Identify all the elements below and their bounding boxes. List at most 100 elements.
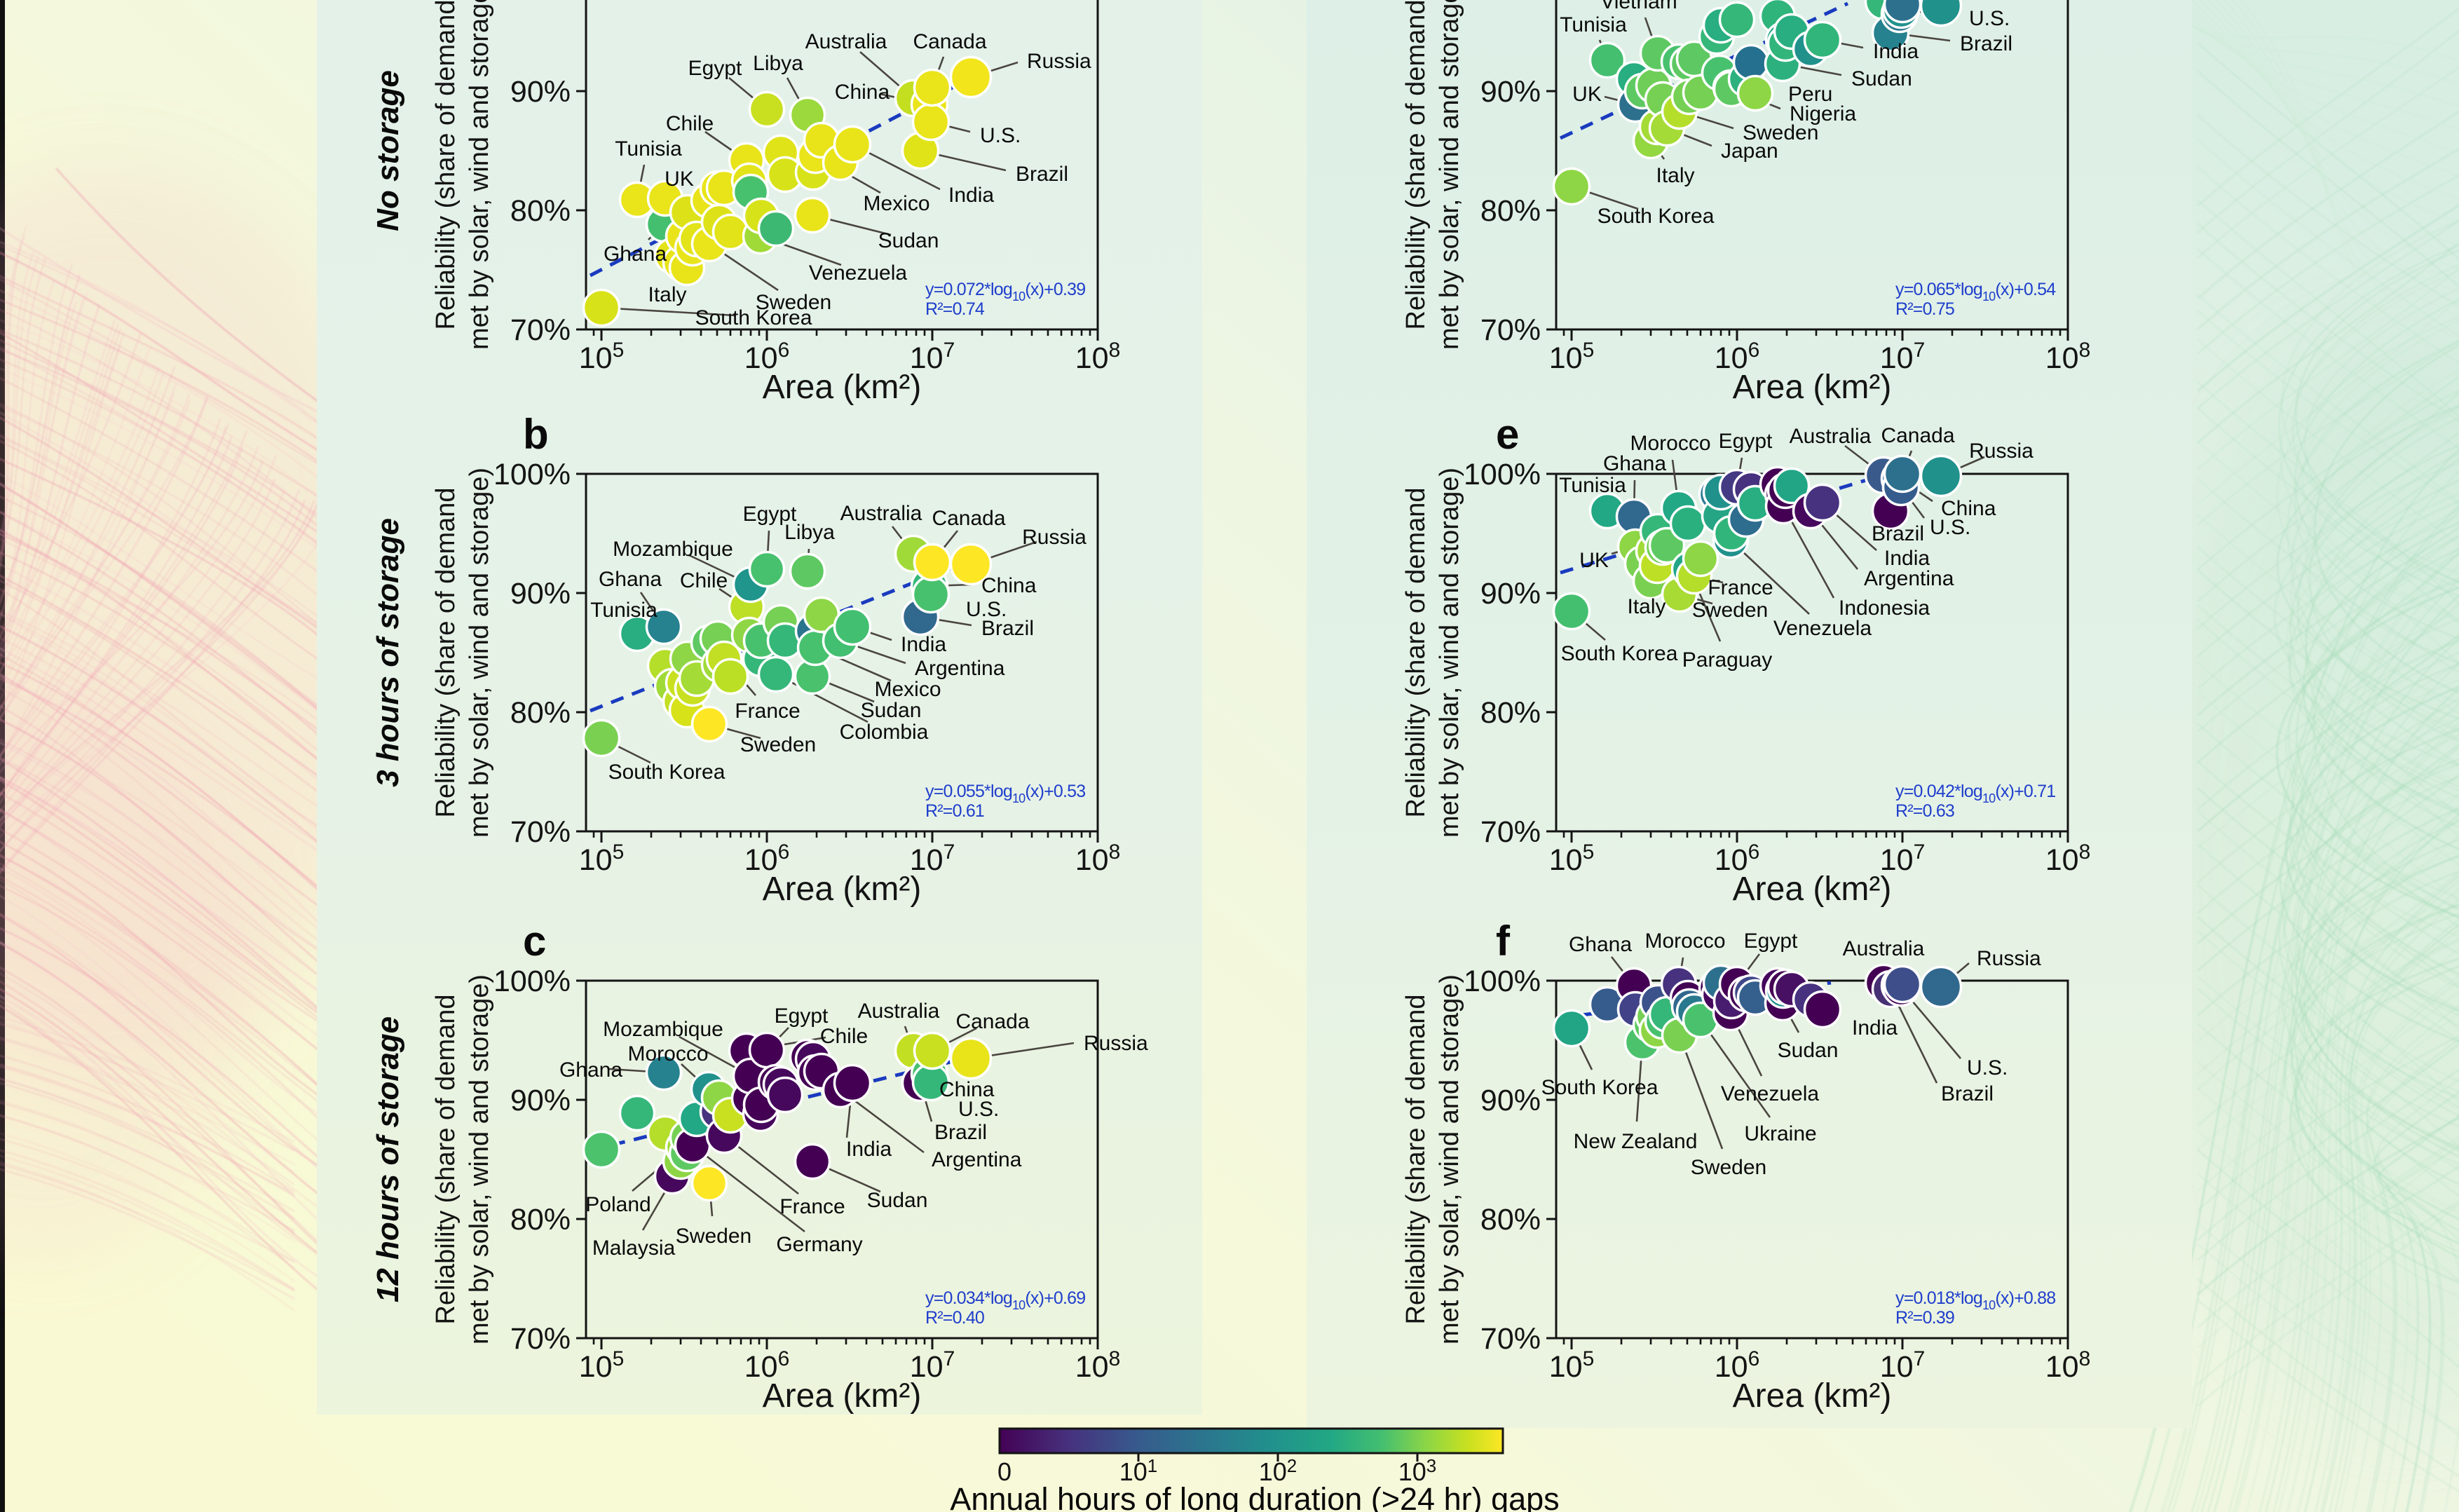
svg-text:Egypt: Egypt xyxy=(775,1004,829,1028)
svg-text:met by solar, wind and storage: met by solar, wind and storage) xyxy=(1435,0,1464,350)
svg-text:U.S.: U.S. xyxy=(958,1098,999,1121)
svg-text:No storage: No storage xyxy=(371,70,405,231)
svg-text:Argentina: Argentina xyxy=(932,1148,1022,1171)
svg-text:100%: 100% xyxy=(493,458,571,491)
svg-text:India: India xyxy=(1873,40,1919,63)
svg-text:Reliability (share of demand: Reliability (share of demand xyxy=(431,0,461,330)
svg-text:South Korea: South Korea xyxy=(1561,642,1678,665)
svg-text:Mexico: Mexico xyxy=(863,192,929,215)
svg-text:R²=0.40: R²=0.40 xyxy=(925,1308,984,1328)
svg-text:South Korea: South Korea xyxy=(608,761,726,784)
svg-text:Tunisia: Tunisia xyxy=(590,599,658,622)
svg-text:India: India xyxy=(901,633,946,656)
svg-text:Malaysia: Malaysia xyxy=(592,1237,676,1260)
svg-text:New Zealand: New Zealand xyxy=(1574,1130,1698,1153)
svg-text:China: China xyxy=(981,574,1037,597)
svg-text:Venezuela: Venezuela xyxy=(809,261,907,285)
svg-text:Vietnam: Vietnam xyxy=(1600,0,1677,13)
svg-text:India: India xyxy=(846,1138,892,1161)
svg-text:90%: 90% xyxy=(1480,1084,1541,1117)
svg-text:China: China xyxy=(1941,497,1996,520)
svg-text:Brazil: Brazil xyxy=(1016,163,1068,186)
svg-text:c: c xyxy=(523,918,546,965)
svg-text:Annual hours of long duration: Annual hours of long duration (>24 hr) g… xyxy=(950,1481,1559,1512)
svg-text:Australia: Australia xyxy=(840,502,922,525)
svg-text:Chile: Chile xyxy=(666,112,714,135)
svg-text:f: f xyxy=(1496,918,1511,965)
svg-text:U.S.: U.S. xyxy=(1967,1056,2008,1079)
svg-text:Sweden: Sweden xyxy=(740,733,816,756)
svg-text:80%: 80% xyxy=(510,696,571,730)
svg-text:Colombia: Colombia xyxy=(840,721,929,744)
svg-text:Italy: Italy xyxy=(1627,595,1666,618)
svg-text:Australia: Australia xyxy=(805,30,887,53)
svg-text:Paraguay: Paraguay xyxy=(1682,648,1772,672)
svg-text:Canada: Canada xyxy=(932,507,1005,530)
svg-text:Mozambique: Mozambique xyxy=(613,538,733,561)
svg-text:Sweden: Sweden xyxy=(676,1225,751,1248)
svg-text:70%: 70% xyxy=(510,815,571,849)
svg-text:Australia: Australia xyxy=(1790,425,1872,448)
svg-text:70%: 70% xyxy=(1480,1322,1541,1356)
svg-text:12 hours of storage: 12 hours of storage xyxy=(371,1016,405,1302)
svg-text:80%: 80% xyxy=(1480,696,1541,730)
svg-text:Sudan: Sudan xyxy=(861,699,922,722)
svg-text:R²=0.61: R²=0.61 xyxy=(925,801,984,821)
svg-text:80%: 80% xyxy=(510,194,571,228)
svg-text:Brazil: Brazil xyxy=(934,1121,987,1144)
svg-text:met by solar, wind and storage: met by solar, wind and storage) xyxy=(1435,468,1464,838)
svg-text:80%: 80% xyxy=(510,1203,571,1237)
svg-text:Italy: Italy xyxy=(1656,164,1694,187)
svg-text:Japan: Japan xyxy=(1721,139,1778,163)
svg-text:Ghana: Ghana xyxy=(604,243,667,266)
svg-text:70%: 70% xyxy=(510,1322,571,1356)
svg-text:Morocco: Morocco xyxy=(627,1042,708,1065)
svg-text:UK: UK xyxy=(1579,549,1609,572)
svg-text:80%: 80% xyxy=(1480,1203,1541,1237)
svg-text:Sudan: Sudan xyxy=(867,1189,928,1212)
svg-text:Libya: Libya xyxy=(753,52,803,75)
svg-text:70%: 70% xyxy=(510,313,571,347)
svg-text:Venezuela: Venezuela xyxy=(1773,617,1872,640)
svg-text:Argentina: Argentina xyxy=(915,657,1005,680)
svg-text:Sweden: Sweden xyxy=(756,291,831,314)
svg-text:R²=0.75: R²=0.75 xyxy=(1895,299,1954,319)
svg-text:U.S.: U.S. xyxy=(1969,7,2010,30)
svg-text:Egypt: Egypt xyxy=(743,503,797,526)
svg-text:0: 0 xyxy=(997,1457,1011,1486)
svg-text:Libya: Libya xyxy=(784,521,835,544)
svg-text:Reliability (share of demand: Reliability (share of demand xyxy=(1401,0,1431,330)
svg-text:U.S.: U.S. xyxy=(966,598,1007,621)
svg-text:Chile: Chile xyxy=(820,1025,868,1048)
svg-text:Area (km²): Area (km²) xyxy=(1733,1377,1892,1415)
svg-text:Russia: Russia xyxy=(1027,50,1091,73)
svg-text:108: 108 xyxy=(1075,339,1121,375)
svg-text:South Korea: South Korea xyxy=(1598,205,1715,228)
svg-text:Australia: Australia xyxy=(1843,937,1925,960)
svg-text:France: France xyxy=(779,1195,845,1218)
svg-text:Chile: Chile xyxy=(680,569,728,592)
svg-text:Canada: Canada xyxy=(913,30,986,53)
svg-text:UK: UK xyxy=(665,168,694,191)
svg-text:100%: 100% xyxy=(1464,965,1541,998)
svg-text:Area (km²): Area (km²) xyxy=(763,871,922,908)
svg-text:Poland: Poland xyxy=(585,1193,650,1216)
svg-text:Brazil: Brazil xyxy=(1941,1082,1994,1105)
svg-text:Italy: Italy xyxy=(648,283,686,306)
svg-text:Mozambique: Mozambique xyxy=(603,1018,723,1041)
svg-text:South Korea: South Korea xyxy=(1541,1076,1658,1099)
svg-text:Germany: Germany xyxy=(776,1233,862,1256)
svg-text:met by solar, wind and storage: met by solar, wind and storage) xyxy=(465,468,494,838)
svg-text:Peru: Peru xyxy=(1788,83,1832,106)
svg-text:Sweden: Sweden xyxy=(1691,1156,1766,1179)
svg-text:Area (km²): Area (km²) xyxy=(763,369,922,406)
svg-text:Tunisia: Tunisia xyxy=(1560,13,1627,36)
svg-text:Reliability (share of demand: Reliability (share of demand xyxy=(431,994,461,1324)
svg-text:met by solar, wind and storage: met by solar, wind and storage) xyxy=(465,0,494,350)
svg-text:R²=0.63: R²=0.63 xyxy=(1895,801,1954,821)
svg-text:India: India xyxy=(948,184,994,207)
svg-text:70%: 70% xyxy=(1480,313,1541,347)
svg-text:90%: 90% xyxy=(1480,75,1541,109)
svg-text:80%: 80% xyxy=(1480,194,1541,228)
svg-text:Egypt: Egypt xyxy=(1744,929,1798,953)
